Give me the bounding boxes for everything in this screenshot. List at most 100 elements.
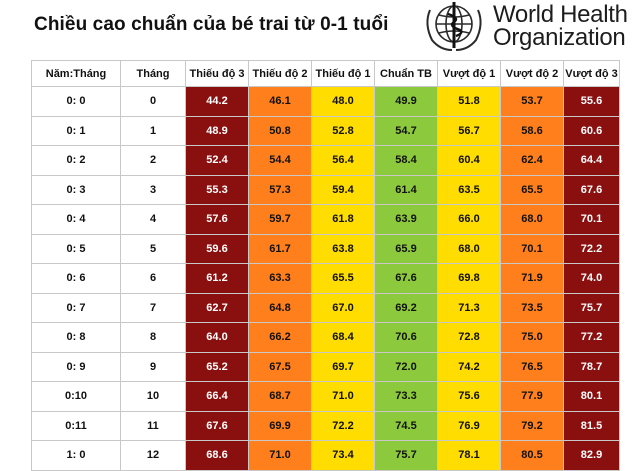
cell-minus2sd: 69.9 — [248, 410, 312, 441]
table-row: 0:10 10 66.4 68.7 71.0 73.3 75.6 77.9 80.1 — [31, 381, 620, 412]
cell-plus2sd: 58.6 — [500, 115, 564, 146]
cell-month: 1 — [120, 115, 186, 146]
cell-minus2sd: 59.7 — [248, 204, 312, 235]
cell-plus1sd: 63.5 — [437, 174, 501, 205]
cell-plus2sd: 68.0 — [500, 204, 564, 235]
cell-minus2sd: 54.4 — [248, 145, 312, 176]
cell-plus2sd: 73.5 — [500, 292, 564, 323]
cell-minus3sd: 59.6 — [185, 233, 249, 264]
cell-plus1sd: 71.3 — [437, 292, 501, 323]
cell-minus3sd: 68.6 — [185, 440, 249, 471]
cell-minus1sd: 71.0 — [311, 381, 375, 412]
cell-minus3sd: 62.7 — [185, 292, 249, 323]
cell-minus3sd: 64.0 — [185, 322, 249, 353]
cell-year-month: 0: 9 — [31, 351, 121, 382]
table-row: 0: 8 8 64.0 66.2 68.4 70.6 72.8 75.0 77.2 — [31, 322, 620, 353]
cell-minus2sd: 71.0 — [248, 440, 312, 471]
cell-year-month: 0: 4 — [31, 204, 121, 235]
cell-median: 67.6 — [374, 263, 438, 294]
cell-minus3sd: 55.3 — [185, 174, 249, 205]
header-plus2sd: Vượt độ 2 — [500, 60, 564, 87]
table-row: 0: 4 4 57.6 59.7 61.8 63.9 66.0 68.0 70.1 — [31, 204, 620, 235]
cell-minus2sd: 66.2 — [248, 322, 312, 353]
cell-plus3sd: 80.1 — [563, 381, 620, 412]
cell-plus2sd: 79.2 — [500, 410, 564, 441]
cell-month: 8 — [120, 322, 186, 353]
cell-year-month: 0: 7 — [31, 292, 121, 323]
header-minus2sd: Thiếu độ 2 — [248, 60, 312, 87]
cell-plus1sd: 60.4 — [437, 145, 501, 176]
cell-minus1sd: 72.2 — [311, 410, 375, 441]
cell-month: 9 — [120, 351, 186, 382]
cell-month: 5 — [120, 233, 186, 264]
cell-plus3sd: 75.7 — [563, 292, 620, 323]
cell-minus2sd: 67.5 — [248, 351, 312, 382]
cell-plus2sd: 77.9 — [500, 381, 564, 412]
cell-year-month: 0: 5 — [31, 233, 121, 264]
who-wordmark: World Health Organization — [493, 3, 628, 50]
cell-month: 7 — [120, 292, 186, 323]
cell-median: 74.5 — [374, 410, 438, 441]
table-row: 0: 3 3 55.3 57.3 59.4 61.4 63.5 65.5 67.6 — [31, 174, 620, 205]
cell-minus2sd: 64.8 — [248, 292, 312, 323]
table-row: 0: 1 1 48.9 50.8 52.8 54.7 56.7 58.6 60.6 — [31, 115, 620, 146]
cell-minus1sd: 61.8 — [311, 204, 375, 235]
cell-plus2sd: 76.5 — [500, 351, 564, 382]
cell-minus3sd: 66.4 — [185, 381, 249, 412]
cell-minus3sd: 48.9 — [185, 115, 249, 146]
cell-plus1sd: 66.0 — [437, 204, 501, 235]
cell-year-month: 0: 8 — [31, 322, 121, 353]
cell-month: 2 — [120, 145, 186, 176]
cell-plus2sd: 80.5 — [500, 440, 564, 471]
cell-median: 63.9 — [374, 204, 438, 235]
cell-minus1sd: 69.7 — [311, 351, 375, 382]
cell-plus3sd: 78.7 — [563, 351, 620, 382]
cell-plus2sd: 71.9 — [500, 263, 564, 294]
header-minus3sd: Thiếu độ 3 — [185, 60, 249, 87]
cell-year-month: 0:11 — [31, 410, 121, 441]
cell-minus1sd: 59.4 — [311, 174, 375, 205]
cell-plus1sd: 75.6 — [437, 381, 501, 412]
page-title: Chiều cao chuẩn của bé trai từ 0-1 tuổi — [34, 14, 389, 35]
header-plus1sd: Vượt độ 1 — [437, 60, 501, 87]
cell-year-month: 0:10 — [31, 381, 121, 412]
cell-year-month: 0: 0 — [31, 86, 121, 117]
cell-plus1sd: 76.9 — [437, 410, 501, 441]
cell-plus3sd: 70.1 — [563, 204, 620, 235]
cell-minus1sd: 68.4 — [311, 322, 375, 353]
cell-median: 49.9 — [374, 86, 438, 117]
cell-median: 61.4 — [374, 174, 438, 205]
cell-plus2sd: 62.4 — [500, 145, 564, 176]
cell-plus1sd: 69.8 — [437, 263, 501, 294]
cell-plus3sd: 64.4 — [563, 145, 620, 176]
cell-median: 54.7 — [374, 115, 438, 146]
cell-month: 4 — [120, 204, 186, 235]
who-emblem-icon — [426, 2, 482, 51]
cell-median: 73.3 — [374, 381, 438, 412]
cell-year-month: 0: 3 — [31, 174, 121, 205]
cell-median: 75.7 — [374, 440, 438, 471]
cell-minus1sd: 67.0 — [311, 292, 375, 323]
cell-month: 3 — [120, 174, 186, 205]
table-row: 0: 7 7 62.7 64.8 67.0 69.2 71.3 73.5 75.7 — [31, 292, 620, 323]
cell-minus1sd: 52.8 — [311, 115, 375, 146]
cell-minus1sd: 63.8 — [311, 233, 375, 264]
table-row: 0:11 11 67.6 69.9 72.2 74.5 76.9 79.2 81.5 — [31, 410, 620, 441]
cell-plus3sd: 82.9 — [563, 440, 620, 471]
cell-median: 69.2 — [374, 292, 438, 323]
cell-plus3sd: 60.6 — [563, 115, 620, 146]
cell-minus3sd: 61.2 — [185, 263, 249, 294]
cell-year-month: 0: 2 — [31, 145, 121, 176]
cell-month: 11 — [120, 410, 186, 441]
cell-minus3sd: 52.4 — [185, 145, 249, 176]
cell-month: 10 — [120, 381, 186, 412]
header-median: Chuẩn TB — [374, 60, 438, 87]
table-row: 1: 0 12 68.6 71.0 73.4 75.7 78.1 80.5 82.9 — [31, 440, 620, 471]
cell-plus3sd: 81.5 — [563, 410, 620, 441]
cell-minus2sd: 68.7 — [248, 381, 312, 412]
cell-minus3sd: 44.2 — [185, 86, 249, 117]
cell-plus1sd: 78.1 — [437, 440, 501, 471]
cell-minus1sd: 65.5 — [311, 263, 375, 294]
header-year-month: Năm:Tháng — [31, 60, 121, 87]
cell-minus2sd: 46.1 — [248, 86, 312, 117]
